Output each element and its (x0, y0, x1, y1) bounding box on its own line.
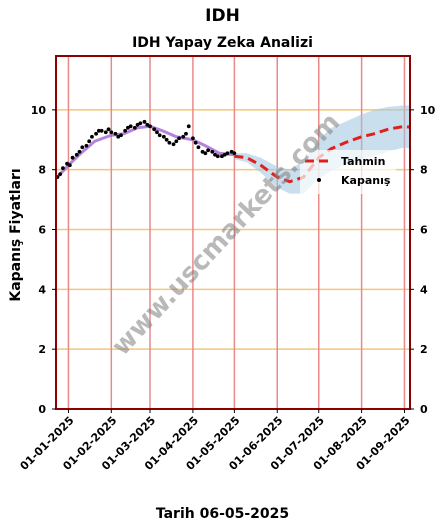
watermark: www.uscmarkets.com (106, 107, 346, 361)
y-tick-right-4: 4 (420, 283, 428, 296)
close-point (215, 154, 220, 159)
close-point (148, 124, 152, 129)
close-point (128, 124, 133, 129)
forecast-line-layer (234, 124, 411, 184)
close-point (161, 134, 166, 139)
close-point (132, 125, 137, 130)
close-point (70, 155, 75, 160)
close-points-layer (55, 119, 237, 180)
close-point (90, 134, 94, 139)
chart-title: IDH Yapay Zeka Analizi (132, 35, 313, 51)
close-point (142, 119, 147, 124)
close-point (184, 131, 188, 136)
confidence-band-layer (234, 105, 410, 194)
close-point (119, 133, 123, 138)
y-tick-right-0: 0 (420, 403, 428, 416)
forecast-confidence-band (234, 105, 410, 194)
y-tick-right-6: 6 (420, 224, 428, 237)
close-point (164, 137, 169, 142)
close-point (87, 139, 92, 144)
x-axis-date-label: Tarih 06-05-2025 (155, 506, 290, 522)
legend-close-label: Kapanış (341, 174, 391, 187)
close-point (138, 121, 143, 126)
close-point (196, 145, 201, 150)
close-point (190, 136, 195, 141)
y-axis-label: Kapanış Fiyatları (8, 168, 24, 301)
frame-layer (55, 55, 411, 410)
close-point (206, 148, 211, 153)
fit-line-layer (56, 124, 235, 179)
close-point (103, 130, 108, 135)
close-point (193, 140, 198, 145)
y-tick-left-10: 10 (31, 104, 47, 117)
close-point (99, 128, 104, 133)
close-point (157, 133, 162, 138)
y-tick-right-2: 2 (420, 343, 428, 356)
close-point (210, 149, 215, 154)
close-point (186, 124, 191, 129)
close-point (203, 151, 208, 156)
y-tick-left-2: 2 (38, 343, 46, 356)
forecast-line (234, 124, 411, 184)
fitted-line (56, 124, 235, 179)
close-point (232, 151, 237, 156)
close-point (106, 127, 111, 132)
close-point (96, 128, 101, 133)
legend-close-swatch (317, 178, 321, 182)
y-tick-left-6: 6 (38, 224, 46, 237)
y-tick-right-10: 10 (420, 104, 436, 117)
y-tick-left-4: 4 (38, 283, 46, 296)
close-point (94, 131, 99, 136)
close-point (61, 166, 65, 171)
legend-box (300, 150, 396, 194)
close-point (113, 131, 118, 136)
close-point (167, 140, 172, 145)
close-point (155, 130, 159, 135)
close-point (177, 136, 181, 141)
close-point (80, 145, 85, 150)
close-point (84, 143, 89, 148)
close-point (74, 152, 79, 157)
y-tick-right-8: 8 (420, 164, 428, 177)
close-point (77, 149, 82, 154)
legend-forecast-label: Tahmin (341, 155, 385, 168)
close-point (58, 172, 63, 177)
plot-frame (55, 55, 411, 410)
close-point (152, 127, 157, 132)
y-tick-left-8: 8 (38, 164, 46, 177)
close-point (174, 139, 179, 144)
close-point (109, 130, 114, 135)
close-point (67, 163, 72, 168)
close-point (181, 134, 186, 139)
close-point (123, 128, 128, 133)
close-point (225, 151, 230, 156)
legend: Tahmin Kapanış (300, 150, 396, 194)
page-title: IDH (205, 6, 240, 26)
close-point (171, 142, 176, 147)
y-tick-left-0: 0 (38, 403, 46, 416)
